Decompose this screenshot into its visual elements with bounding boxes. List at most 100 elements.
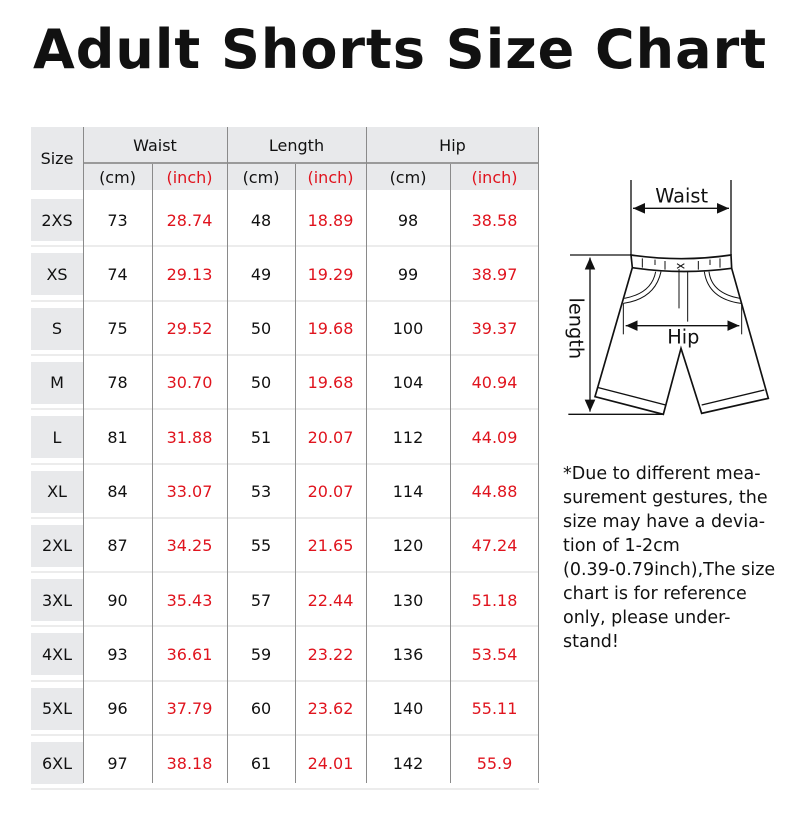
value-cell: 57: [250, 590, 272, 610]
group-header-length: Length: [227, 127, 366, 163]
size-cell-XL: XL: [31, 470, 83, 513]
value-cell: 21.65: [307, 536, 354, 556]
size-cell-3XL: 3XL: [31, 579, 83, 622]
size-cell-6XL: 6XL: [31, 742, 83, 784]
value-cell: 84: [107, 482, 128, 501]
right-pocket: [703, 271, 742, 304]
group-header-waist: Waist: [83, 127, 227, 163]
size-cell-4XL: 4XL: [31, 633, 83, 676]
value-cell: 29.52: [166, 319, 213, 339]
value-cell: 37.79: [166, 699, 213, 719]
value-cell: 61: [250, 753, 272, 773]
value-cell: 50: [250, 373, 272, 393]
unit-header: (inch): [152, 164, 227, 190]
value-cell: 20.07: [307, 482, 354, 501]
value-cell: 34.25: [166, 536, 213, 556]
value-cell: 96: [107, 699, 128, 719]
value-cell: 55.9: [476, 753, 513, 773]
note-line: (0.39-0.79inch),The size: [563, 560, 776, 580]
hems: [598, 387, 765, 406]
group-header-hip: Hip: [366, 127, 539, 163]
value-cell: 99: [397, 264, 419, 284]
value-cell: 39.37: [471, 319, 518, 339]
size-cell-L: L: [31, 416, 83, 459]
row-divider: [31, 462, 539, 465]
unit-header: (inch): [450, 164, 539, 190]
length-label: length: [565, 298, 588, 360]
size-cell-2XL: 2XL: [31, 524, 83, 567]
row-divider: [31, 679, 539, 682]
fly: [678, 269, 689, 322]
size-deviation-note: *Due to different mea-surement gestures,…: [563, 462, 775, 654]
value-cell: 22.44: [307, 590, 354, 610]
value-cell: 55: [250, 536, 272, 556]
column-divider: [152, 164, 153, 783]
column-divider: [366, 127, 367, 783]
shorts-outline: [593, 267, 770, 416]
row-divider: [31, 788, 539, 791]
unit-header: (cm): [83, 164, 152, 190]
value-cell: 53.54: [471, 644, 518, 664]
value-cell: 87: [107, 536, 128, 556]
size-cell-5XL: 5XL: [31, 687, 83, 730]
header-divider: [83, 162, 539, 164]
row-divider: [31, 353, 539, 356]
value-cell: 90: [107, 590, 128, 610]
drawstring: [676, 263, 685, 269]
value-cell: 140: [392, 699, 424, 719]
value-cell: 44.09: [471, 427, 518, 447]
row-divider: [31, 516, 539, 519]
row-divider: [31, 408, 539, 411]
belt-loops: [641, 258, 721, 270]
note-line: chart is for reference: [563, 584, 747, 604]
row-divider: [31, 245, 539, 248]
waist-label: Waist: [655, 184, 708, 207]
value-cell: 78: [107, 373, 128, 393]
size-cell-S: S: [31, 307, 83, 350]
waistband: [630, 254, 733, 273]
value-cell: 44.88: [471, 482, 518, 501]
page-title: Adult Shorts Size Chart: [32, 18, 768, 81]
size-cell-M: M: [31, 361, 83, 404]
value-cell: 38.18: [166, 753, 213, 773]
column-divider: [538, 127, 539, 783]
value-cell: 20.07: [307, 427, 354, 447]
value-cell: 23.62: [307, 699, 354, 719]
value-cell: 74: [107, 264, 128, 284]
left-pocket: [623, 271, 662, 304]
value-cell: 120: [392, 536, 424, 556]
hip-label: Hip: [667, 325, 699, 348]
unit-header: (inch): [295, 164, 366, 190]
value-cell: 18.89: [307, 210, 354, 230]
row-divider: [31, 299, 539, 302]
note-line: only, please under-: [563, 608, 731, 628]
value-cell: 33.07: [166, 482, 213, 501]
value-cell: 136: [392, 644, 424, 664]
value-cell: 130: [392, 590, 424, 610]
value-cell: 30.70: [166, 373, 213, 393]
value-cell: 49: [250, 264, 272, 284]
value-cell: 19.68: [307, 319, 354, 339]
unit-header: (cm): [366, 164, 450, 190]
size-table: Size Waist Length Hip (cm) (inch) (cm) (inch) (c…: [31, 127, 539, 791]
value-cell: 31.88: [166, 427, 213, 447]
unit-header: (cm): [227, 164, 295, 190]
value-cell: 81: [107, 427, 128, 447]
value-cell: 98: [397, 210, 419, 230]
value-cell: 55.11: [471, 699, 518, 719]
value-cell: 114: [392, 482, 424, 501]
row-divider: [31, 734, 539, 736]
value-cell: 40.94: [471, 373, 518, 393]
row-divider: [31, 625, 539, 628]
size-cell-XS: XS: [31, 253, 83, 296]
value-cell: 112: [392, 427, 424, 447]
value-cell: 97: [107, 753, 128, 773]
value-cell: 47.24: [471, 536, 518, 556]
value-cell: 23.22: [307, 644, 354, 664]
column-divider: [295, 164, 296, 783]
value-cell: 51: [250, 427, 272, 447]
value-cell: 100: [392, 319, 424, 339]
note-line: *Due to different mea-: [563, 464, 761, 484]
column-divider: [227, 127, 228, 783]
